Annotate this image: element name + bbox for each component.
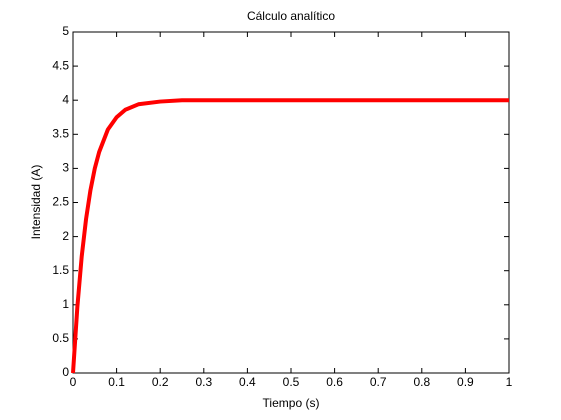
- x-tick-label: 0.9: [457, 375, 474, 389]
- y-tick-label: 1: [62, 297, 69, 311]
- y-tick-label: 5: [62, 24, 69, 38]
- y-tick-label: 2: [62, 229, 69, 243]
- y-tick-label: 1.5: [52, 263, 69, 277]
- x-tick-label: 0.2: [152, 375, 169, 389]
- x-tick-label: 0.8: [413, 375, 430, 389]
- plot-area: [72, 31, 510, 374]
- x-tick-label: 0: [70, 375, 77, 389]
- data-line: [71, 98, 509, 374]
- y-tick-label: 0.5: [52, 331, 69, 345]
- y-tick-label: 3.5: [52, 126, 69, 140]
- y-tick-label: 2.5: [52, 195, 69, 209]
- x-axis-label: Tiempo (s): [263, 396, 320, 410]
- x-tick-label: 0.1: [108, 375, 125, 389]
- x-tick-label: 0.6: [326, 375, 343, 389]
- y-tick-label: 3: [62, 161, 69, 175]
- x-tick-label: 0.3: [195, 375, 212, 389]
- x-tick-label: 0.4: [239, 375, 256, 389]
- x-tick-label: 1: [506, 375, 513, 389]
- y-tick-label: 4: [62, 92, 69, 106]
- y-axis-label: Intensidad (A): [29, 165, 43, 240]
- x-tick-label: 0.7: [370, 375, 387, 389]
- x-tick-label: 0.5: [283, 375, 300, 389]
- chart-title: Cálculo analítico: [247, 9, 335, 23]
- y-tick-label: 4.5: [52, 58, 69, 72]
- y-tick-label: 0: [62, 365, 69, 379]
